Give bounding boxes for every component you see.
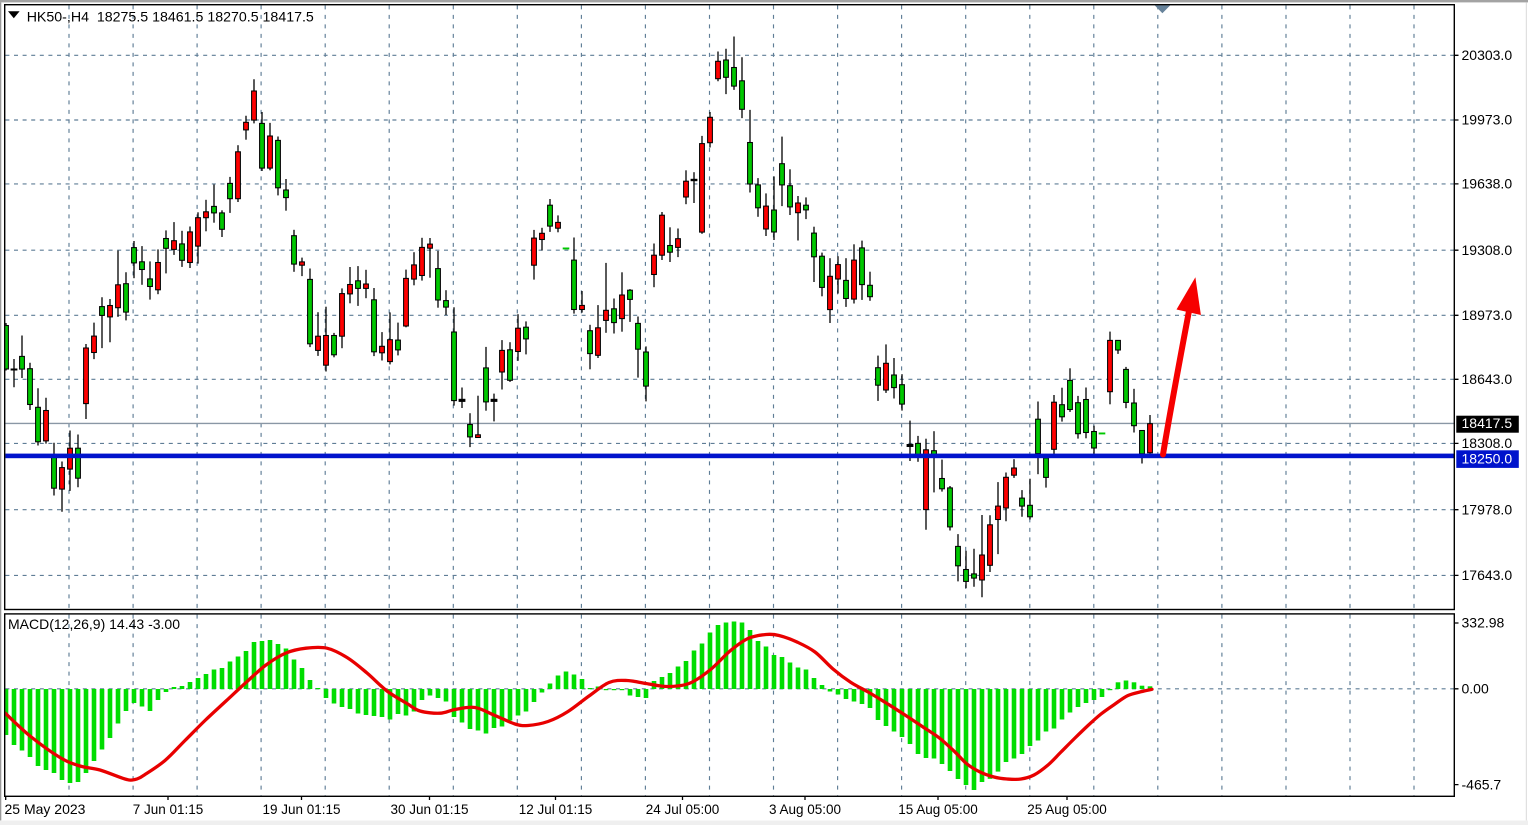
svg-text:3 Aug 05:00: 3 Aug 05:00	[769, 802, 841, 817]
svg-text:18643.0: 18643.0	[1462, 371, 1513, 387]
svg-text:18308.0: 18308.0	[1462, 435, 1513, 451]
svg-text:19 Jun 01:15: 19 Jun 01:15	[262, 802, 340, 817]
svg-text:30 Jun 01:15: 30 Jun 01:15	[390, 802, 468, 817]
svg-text:12 Jul 01:15: 12 Jul 01:15	[519, 802, 593, 817]
svg-text:0.00: 0.00	[1462, 681, 1489, 697]
svg-text:25 Aug 05:00: 25 Aug 05:00	[1027, 802, 1107, 817]
svg-text:HK50-,H4 18275.5 18461.5 1827: HK50-,H4 18275.5 18461.5 18270.5 18417.5	[27, 10, 314, 26]
svg-text:18417.5: 18417.5	[1462, 415, 1513, 431]
svg-text:19638.0: 19638.0	[1462, 176, 1513, 192]
svg-text:18250.0: 18250.0	[1462, 451, 1513, 467]
svg-text:-465.7: -465.7	[1462, 776, 1502, 792]
svg-text:25 May 2023: 25 May 2023	[5, 801, 86, 817]
svg-text:19308.0: 19308.0	[1462, 242, 1513, 258]
svg-text:17643.0: 17643.0	[1462, 567, 1513, 583]
svg-text:17978.0: 17978.0	[1462, 501, 1513, 517]
svg-text:15 Aug 05:00: 15 Aug 05:00	[898, 802, 978, 817]
svg-text:20303.0: 20303.0	[1462, 47, 1513, 63]
svg-text:19973.0: 19973.0	[1462, 112, 1513, 128]
svg-text:MACD(12,26,9) 14.43 -3.00: MACD(12,26,9) 14.43 -3.00	[8, 616, 180, 632]
svg-text:24 Jul 05:00: 24 Jul 05:00	[646, 802, 720, 817]
svg-text:332.98: 332.98	[1462, 615, 1505, 631]
svg-text:7 Jun 01:15: 7 Jun 01:15	[133, 802, 204, 817]
svg-text:18973.0: 18973.0	[1462, 307, 1513, 323]
